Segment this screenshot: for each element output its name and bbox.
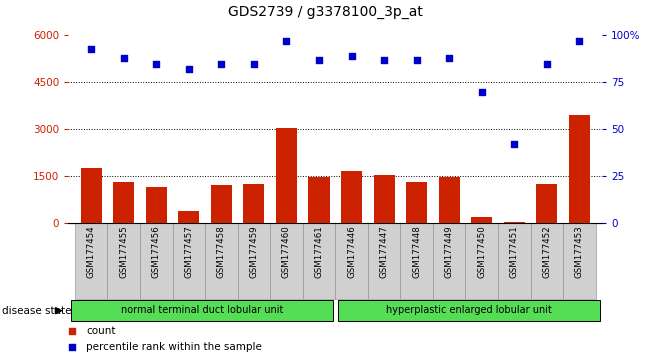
Bar bbox=[504, 222, 525, 223]
Bar bbox=[498, 223, 531, 299]
Point bbox=[346, 53, 357, 59]
Bar bbox=[531, 223, 563, 299]
Bar bbox=[341, 171, 362, 223]
Text: GSM177454: GSM177454 bbox=[87, 225, 96, 278]
Point bbox=[216, 61, 227, 67]
Text: GSM177447: GSM177447 bbox=[380, 225, 389, 278]
Point bbox=[151, 61, 161, 67]
Point bbox=[294, 127, 305, 132]
Bar bbox=[400, 223, 433, 299]
Bar bbox=[211, 185, 232, 223]
Text: normal terminal duct lobular unit: normal terminal duct lobular unit bbox=[120, 305, 283, 315]
Text: GSM177451: GSM177451 bbox=[510, 225, 519, 278]
Point bbox=[411, 57, 422, 63]
Text: GSM177457: GSM177457 bbox=[184, 225, 193, 278]
Bar bbox=[276, 128, 297, 223]
Bar bbox=[439, 177, 460, 223]
Point bbox=[444, 55, 454, 61]
Point bbox=[314, 57, 324, 63]
Bar bbox=[309, 177, 329, 223]
Bar bbox=[71, 300, 333, 321]
Bar bbox=[569, 115, 590, 223]
Point bbox=[249, 61, 259, 67]
Text: count: count bbox=[86, 326, 115, 336]
Text: GSM177452: GSM177452 bbox=[542, 225, 551, 278]
Bar bbox=[536, 184, 557, 223]
Bar bbox=[75, 223, 107, 299]
Point bbox=[509, 141, 519, 147]
Text: GSM177450: GSM177450 bbox=[477, 225, 486, 278]
Bar bbox=[173, 223, 205, 299]
Text: GSM177461: GSM177461 bbox=[314, 225, 324, 278]
Bar bbox=[238, 223, 270, 299]
Text: hyperplastic enlarged lobular unit: hyperplastic enlarged lobular unit bbox=[386, 305, 551, 315]
Point bbox=[379, 57, 389, 63]
Bar bbox=[107, 223, 140, 299]
Text: GSM177448: GSM177448 bbox=[412, 225, 421, 278]
Text: GSM177458: GSM177458 bbox=[217, 225, 226, 278]
Text: GDS2739 / g3378100_3p_at: GDS2739 / g3378100_3p_at bbox=[228, 5, 423, 19]
Bar bbox=[178, 211, 199, 223]
Bar bbox=[433, 223, 465, 299]
Bar bbox=[374, 176, 395, 223]
Text: GSM177455: GSM177455 bbox=[119, 225, 128, 278]
Text: GSM177456: GSM177456 bbox=[152, 225, 161, 278]
Bar bbox=[303, 223, 335, 299]
Point bbox=[184, 66, 194, 72]
Text: percentile rank within the sample: percentile rank within the sample bbox=[86, 342, 262, 352]
Bar bbox=[140, 223, 173, 299]
Bar bbox=[406, 182, 427, 223]
Point bbox=[542, 61, 552, 67]
Bar bbox=[243, 184, 264, 223]
Point bbox=[294, 272, 305, 277]
Bar bbox=[335, 223, 368, 299]
Bar bbox=[113, 182, 134, 223]
Point bbox=[281, 38, 292, 44]
Bar bbox=[368, 223, 400, 299]
Point bbox=[574, 38, 585, 44]
Bar bbox=[81, 168, 102, 223]
Bar bbox=[471, 217, 492, 223]
Text: GSM177460: GSM177460 bbox=[282, 225, 291, 278]
Bar bbox=[338, 300, 600, 321]
Bar bbox=[205, 223, 238, 299]
Point bbox=[118, 55, 129, 61]
Text: GSM177446: GSM177446 bbox=[347, 225, 356, 278]
Text: GSM177449: GSM177449 bbox=[445, 225, 454, 278]
Bar bbox=[146, 187, 167, 223]
Point bbox=[477, 89, 487, 95]
Text: disease state: disease state bbox=[2, 306, 72, 316]
Bar bbox=[465, 223, 498, 299]
Bar bbox=[270, 223, 303, 299]
Bar bbox=[563, 223, 596, 299]
Point bbox=[86, 46, 96, 51]
Text: GSM177459: GSM177459 bbox=[249, 225, 258, 278]
Text: GSM177453: GSM177453 bbox=[575, 225, 584, 278]
